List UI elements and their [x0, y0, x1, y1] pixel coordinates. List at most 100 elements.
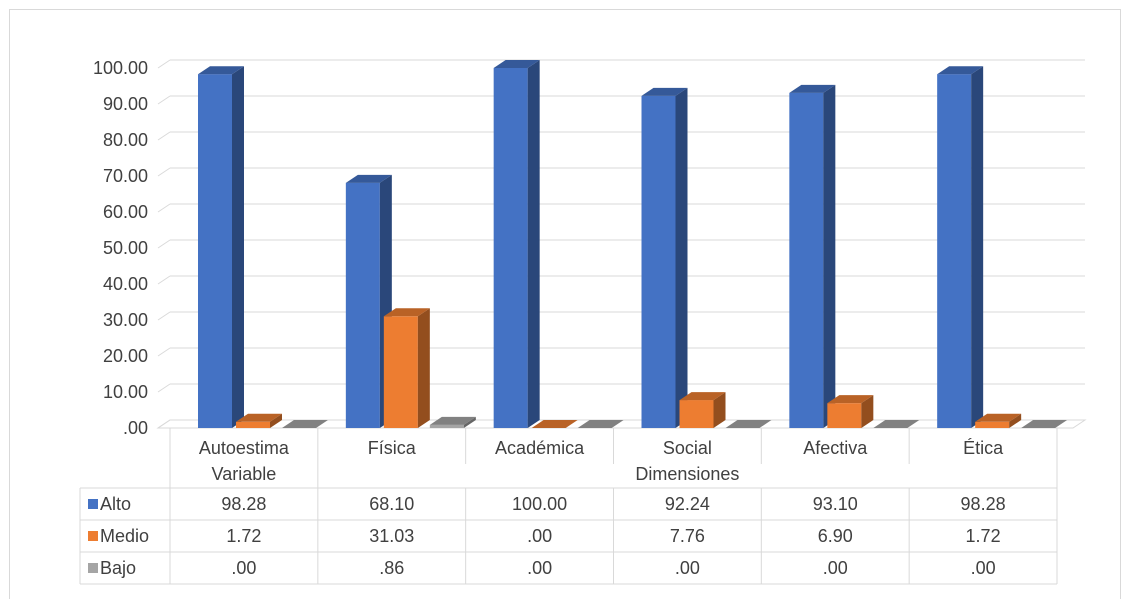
- bar-medio: [531, 420, 578, 428]
- bar-bajo: [1021, 420, 1068, 428]
- bar-front: [345, 182, 380, 428]
- gridline-depth: [157, 203, 171, 213]
- bar-top: [827, 395, 874, 404]
- bar-top: [789, 84, 836, 93]
- bar-top: [725, 420, 772, 428]
- grid-layer: [156, 59, 1087, 429]
- bar-front: [679, 400, 714, 428]
- bar-front: [827, 403, 862, 428]
- table-cell-value: 31.03: [369, 526, 414, 546]
- table-cell-value: 100.00: [512, 494, 567, 514]
- gridline-depth: [157, 347, 171, 357]
- y-tick-label: 40.00: [103, 274, 148, 294]
- category-label: Afectiva: [803, 438, 868, 458]
- bar-alto: [641, 87, 688, 428]
- gridline-depth: [157, 167, 171, 177]
- bars-layer: [198, 60, 1068, 428]
- chart-floor: [156, 419, 1087, 429]
- bar-medio: [827, 395, 874, 428]
- y-tick-label: .00: [123, 418, 148, 438]
- table-cell-value: 1.72: [966, 526, 1001, 546]
- gridline-depth: [157, 275, 171, 285]
- gridline-depth: [157, 95, 171, 105]
- bar-side: [861, 395, 874, 428]
- bar-bajo: [282, 420, 328, 428]
- bar-side: [823, 84, 836, 428]
- gridline-depth: [157, 131, 171, 141]
- bar-top: [873, 420, 920, 428]
- chart-frame: [9, 9, 1121, 599]
- table-cell-value: .00: [971, 558, 996, 578]
- category-label: Física: [368, 438, 417, 458]
- bar-front: [198, 74, 232, 428]
- bar-front: [975, 421, 1010, 428]
- bar-medio: [236, 413, 282, 428]
- bar-side: [675, 87, 688, 428]
- bar-top: [679, 392, 726, 401]
- bar-top: [383, 308, 430, 317]
- bar-top: [577, 420, 624, 428]
- bar-top: [429, 416, 476, 425]
- bar-medio: [383, 308, 430, 428]
- table-cell-value: 98.28: [221, 494, 266, 514]
- bar-front: [937, 74, 972, 428]
- table-cell-value: .00: [823, 558, 848, 578]
- category-label: Social: [663, 438, 712, 458]
- y-tick-label: 100.00: [93, 58, 148, 78]
- bar-alto: [198, 66, 244, 428]
- bar-bajo: [429, 416, 476, 428]
- bar-side: [713, 392, 726, 428]
- gridline-depth: [157, 383, 171, 393]
- gridline-depth: [157, 311, 171, 321]
- bar-front: [493, 68, 528, 428]
- bar-front: [236, 421, 270, 428]
- legend-key-medio: [88, 531, 98, 541]
- table-cell-value: .86: [379, 558, 404, 578]
- bar-side: [1009, 413, 1022, 428]
- bar-front: [789, 92, 824, 428]
- y-tick-label: 70.00: [103, 166, 148, 186]
- gridline-depth: [157, 59, 171, 69]
- bar-top: [937, 66, 984, 75]
- bar-side: [270, 413, 282, 428]
- bar-top: [198, 66, 244, 75]
- bar-bajo: [577, 420, 624, 428]
- table-cell-value: .00: [527, 526, 552, 546]
- table-cell-value: 6.90: [818, 526, 853, 546]
- bar-top: [1021, 420, 1068, 428]
- bar-medio: [975, 413, 1022, 428]
- table-cell-value: 98.28: [961, 494, 1006, 514]
- legend-label: Medio: [100, 526, 149, 546]
- bar-top: [493, 60, 540, 68]
- table-cell-value: .00: [527, 558, 552, 578]
- table-cell-value: .00: [675, 558, 700, 578]
- table-cell-value: 92.24: [665, 494, 710, 514]
- bar-side: [417, 308, 430, 428]
- category-group-label: Variable: [212, 464, 277, 484]
- bar-top: [531, 420, 578, 428]
- y-tick-label: 90.00: [103, 94, 148, 114]
- bar-side: [527, 60, 540, 428]
- y-tick-label: 50.00: [103, 238, 148, 258]
- legend-label: Alto: [100, 494, 131, 514]
- bar-side: [232, 66, 244, 428]
- legend-key-bajo: [88, 563, 98, 573]
- table-cell-value: .00: [231, 558, 256, 578]
- bar-bajo: [725, 420, 772, 428]
- bar-side: [463, 416, 476, 428]
- y-tick-label: 60.00: [103, 202, 148, 222]
- y-axis-ticks: .00 10.00 20.00 30.00 40.00 50.00 60.00 70.00 80…: [93, 58, 148, 438]
- bar-bajo: [873, 420, 920, 428]
- bar-top: [641, 87, 688, 96]
- bar-front: [641, 95, 676, 428]
- table-cell-value: 1.72: [226, 526, 261, 546]
- category-label: Autoestima: [199, 438, 290, 458]
- legend-key-alto: [88, 499, 98, 509]
- bar-alto: [789, 84, 836, 428]
- bar-top: [236, 413, 282, 422]
- category-label: Ética: [963, 438, 1004, 458]
- y-tick-label: 20.00: [103, 346, 148, 366]
- bar-top: [345, 174, 392, 183]
- table-cell-value: 7.76: [670, 526, 705, 546]
